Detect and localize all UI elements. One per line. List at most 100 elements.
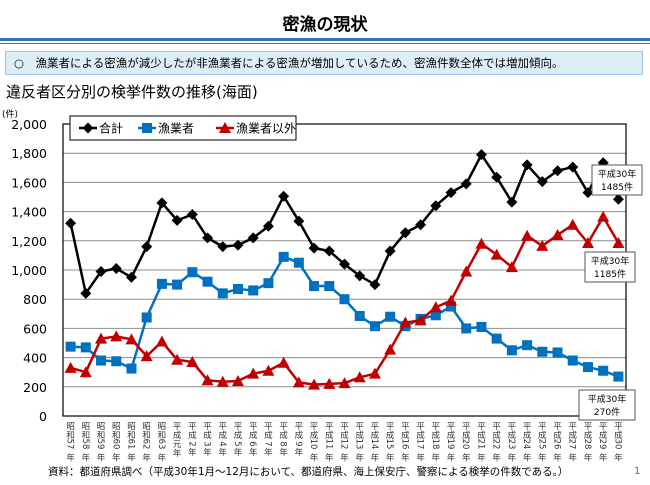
annotation-year: 平成30年 (591, 255, 629, 267)
data-point (399, 227, 411, 239)
data-point (551, 228, 564, 240)
svg-text:年: 年 (279, 447, 288, 458)
svg-text:成: 成 (249, 430, 258, 441)
svg-text:年: 年 (599, 452, 608, 463)
svg-text:成: 成 (447, 430, 456, 441)
svg-text:年: 年 (355, 452, 364, 463)
svg-text:平: 平 (401, 422, 410, 432)
svg-text:年: 年 (477, 452, 486, 463)
annotation-box (584, 251, 636, 283)
svg-text:成: 成 (264, 430, 273, 441)
data-point (475, 237, 488, 249)
data-point (110, 330, 123, 342)
data-point (201, 374, 214, 386)
data-point (309, 281, 320, 292)
svg-text:成: 成 (340, 430, 349, 441)
data-point (385, 311, 396, 322)
svg-text:年: 年 (158, 452, 167, 463)
data-point (292, 376, 305, 388)
data-point (354, 310, 365, 321)
data-point (247, 367, 260, 379)
svg-text:成: 成 (432, 430, 441, 441)
legend-marker (142, 123, 152, 133)
svg-text:15: 15 (384, 439, 394, 450)
data-point (597, 210, 610, 222)
data-point (445, 187, 457, 199)
legend-box (69, 115, 297, 141)
svg-text:成: 成 (462, 430, 471, 441)
data-point (429, 301, 442, 313)
data-point (95, 265, 107, 277)
svg-text:20: 20 (460, 439, 470, 450)
y-axis-ticks: 0 200 400 600 800 1,000 1,200 1,400 1,600 1,800 2,… (11, 117, 47, 424)
data-point (581, 236, 594, 248)
data-point (277, 356, 290, 368)
svg-text:成: 成 (355, 430, 364, 441)
svg-text:18: 18 (430, 439, 440, 450)
svg-text:21: 21 (475, 439, 485, 450)
data-point (506, 196, 518, 208)
y-tick-label: 600 (23, 321, 47, 336)
data-point (323, 245, 335, 257)
data-point (171, 353, 184, 365)
data-point (323, 377, 336, 389)
svg-text:昭: 昭 (112, 422, 121, 432)
data-point (567, 161, 579, 173)
title-divider (0, 38, 650, 41)
data-point (566, 218, 579, 230)
svg-text:平: 平 (599, 422, 608, 432)
svg-text:57: 57 (65, 439, 75, 450)
svg-text:29: 29 (597, 439, 607, 450)
annotation-value: 270件 (594, 406, 620, 418)
svg-text:成: 成 (203, 430, 212, 441)
svg-text:3: 3 (202, 441, 212, 446)
svg-text:2: 2 (186, 441, 196, 446)
svg-text:年: 年 (568, 452, 577, 463)
svg-text:28: 28 (582, 439, 592, 450)
svg-text:和: 和 (112, 431, 121, 441)
svg-text:平: 平 (264, 422, 273, 432)
series-line (69, 153, 620, 295)
svg-text:4: 4 (217, 441, 227, 446)
data-point (278, 190, 290, 202)
svg-text:昭: 昭 (66, 422, 75, 432)
svg-text:平: 平 (432, 422, 441, 432)
svg-text:平: 平 (477, 422, 486, 432)
svg-text:成: 成 (295, 430, 304, 441)
svg-text:成: 成 (310, 430, 319, 441)
svg-text:年: 年 (386, 452, 395, 463)
data-point (582, 362, 593, 373)
data-point (140, 350, 153, 362)
svg-text:平: 平 (584, 422, 593, 432)
data-point (353, 371, 366, 383)
y-tick-label: 200 (23, 380, 47, 395)
data-point (172, 279, 183, 290)
svg-text:年: 年 (188, 447, 197, 458)
data-point (217, 241, 229, 253)
chart-title: 違反者区分別の検挙件数の推移(海面) (6, 83, 258, 101)
data-point (186, 355, 199, 367)
data-point (612, 193, 624, 205)
svg-text:年: 年 (234, 447, 243, 458)
svg-text:5: 5 (232, 441, 242, 446)
data-point (96, 355, 107, 366)
svg-text:7: 7 (262, 441, 272, 446)
svg-text:8: 8 (278, 441, 288, 446)
series-non-fishers (64, 210, 625, 390)
svg-text:平: 平 (310, 422, 319, 432)
annotation-box (578, 389, 636, 421)
svg-text:平: 平 (492, 422, 501, 432)
legend-label: 合計 (99, 121, 123, 136)
data-point (141, 312, 152, 323)
data-point (80, 287, 92, 299)
svg-text:成: 成 (188, 430, 197, 441)
